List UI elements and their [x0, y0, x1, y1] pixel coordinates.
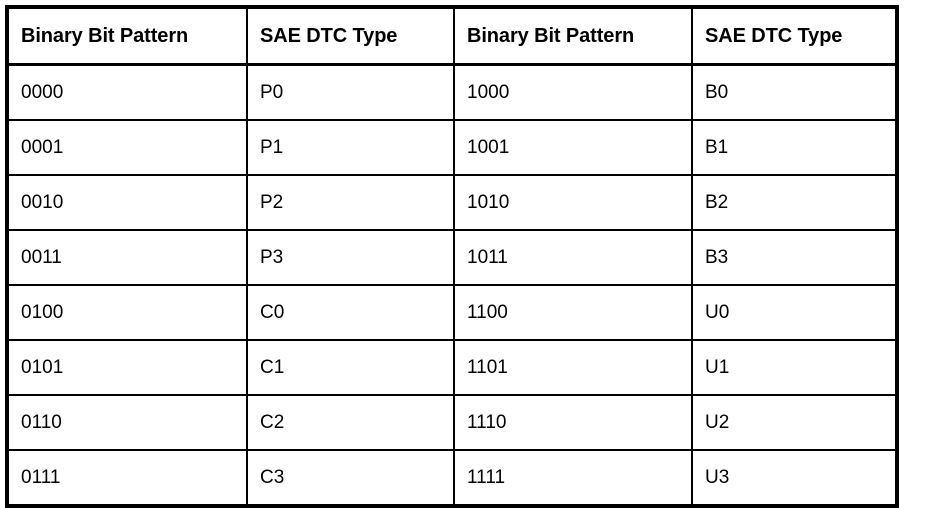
table-row: 0001 P1 1001 B1 [7, 120, 897, 176]
table-header-row: Binary Bit Pattern SAE DTC Type Binary B… [7, 7, 897, 66]
binary-to-sae-dtc-type-table: Binary Bit Pattern SAE DTC Type Binary B… [5, 5, 899, 508]
cell-binary-left: 0110 [7, 395, 248, 451]
table-row: 0111 C3 1111 U3 [7, 450, 897, 506]
table-body: 0000 P0 1000 B0 0001 P1 1001 B1 0010 P2 … [7, 64, 897, 506]
cell-type-left: P3 [247, 230, 455, 286]
column-header-sae-dtc-type-left: SAE DTC Type [247, 7, 455, 66]
column-header-sae-dtc-type-right: SAE DTC Type [692, 7, 897, 66]
cell-type-left: P2 [247, 175, 455, 231]
cell-type-right: B0 [692, 64, 897, 121]
cell-binary-right: 1000 [454, 64, 693, 121]
cell-type-right: U2 [692, 395, 897, 451]
table-row: 0000 P0 1000 B0 [7, 64, 897, 121]
table-row: 0101 C1 1101 U1 [7, 340, 897, 396]
cell-binary-right: 1011 [454, 230, 693, 286]
cell-binary-right: 1101 [454, 340, 693, 396]
column-header-binary-bit-pattern-left: Binary Bit Pattern [7, 7, 248, 66]
cell-type-right: U3 [705, 466, 730, 488]
cell-binary-left: 0101 [7, 340, 248, 396]
table-header: Binary Bit Pattern SAE DTC Type Binary B… [7, 7, 897, 66]
cell-binary-left: 0111 [7, 450, 248, 506]
table-row: 0010 P2 1010 B2 [7, 175, 897, 231]
cell-type-left: C3 [247, 450, 455, 506]
cell-type-left: P0 [247, 64, 455, 121]
cell-binary-right: 1100 [454, 285, 693, 341]
cell-binary-right: 1110 [454, 395, 693, 451]
cell-binary-left: 0001 [7, 120, 248, 176]
dtc-table-container: Binary Bit Pattern SAE DTC Type Binary B… [5, 5, 899, 508]
cell-binary-left: 0000 [7, 64, 248, 121]
table-row: 0110 C2 1110 U2 [7, 395, 897, 451]
cell-type-left: C2 [247, 395, 455, 451]
table-row: 0011 P3 1011 B3 [7, 230, 897, 286]
cell-type-right: B1 [692, 120, 897, 176]
table-row: 0100 C0 1100 U0 [7, 285, 897, 341]
cell-binary-left: 0100 [7, 285, 248, 341]
cell-binary-right: 1001 [454, 120, 693, 176]
cell-type-left: C0 [247, 285, 455, 341]
cell-type-left: P1 [247, 120, 455, 176]
cell-binary-right: 1111 [454, 450, 693, 506]
cell-type-right: B2 [692, 175, 897, 231]
cell-type-left: C1 [247, 340, 455, 396]
column-header-binary-bit-pattern-right: Binary Bit Pattern [454, 7, 693, 66]
cell-binary-right: 1010 [454, 175, 693, 231]
cell-type-right: B3 [692, 230, 897, 286]
cell-binary-left: 0010 [7, 175, 248, 231]
cell-type-right: U1 [692, 340, 897, 396]
cell-binary-left: 0011 [7, 230, 248, 286]
cell-type-right: U0 [692, 285, 897, 341]
